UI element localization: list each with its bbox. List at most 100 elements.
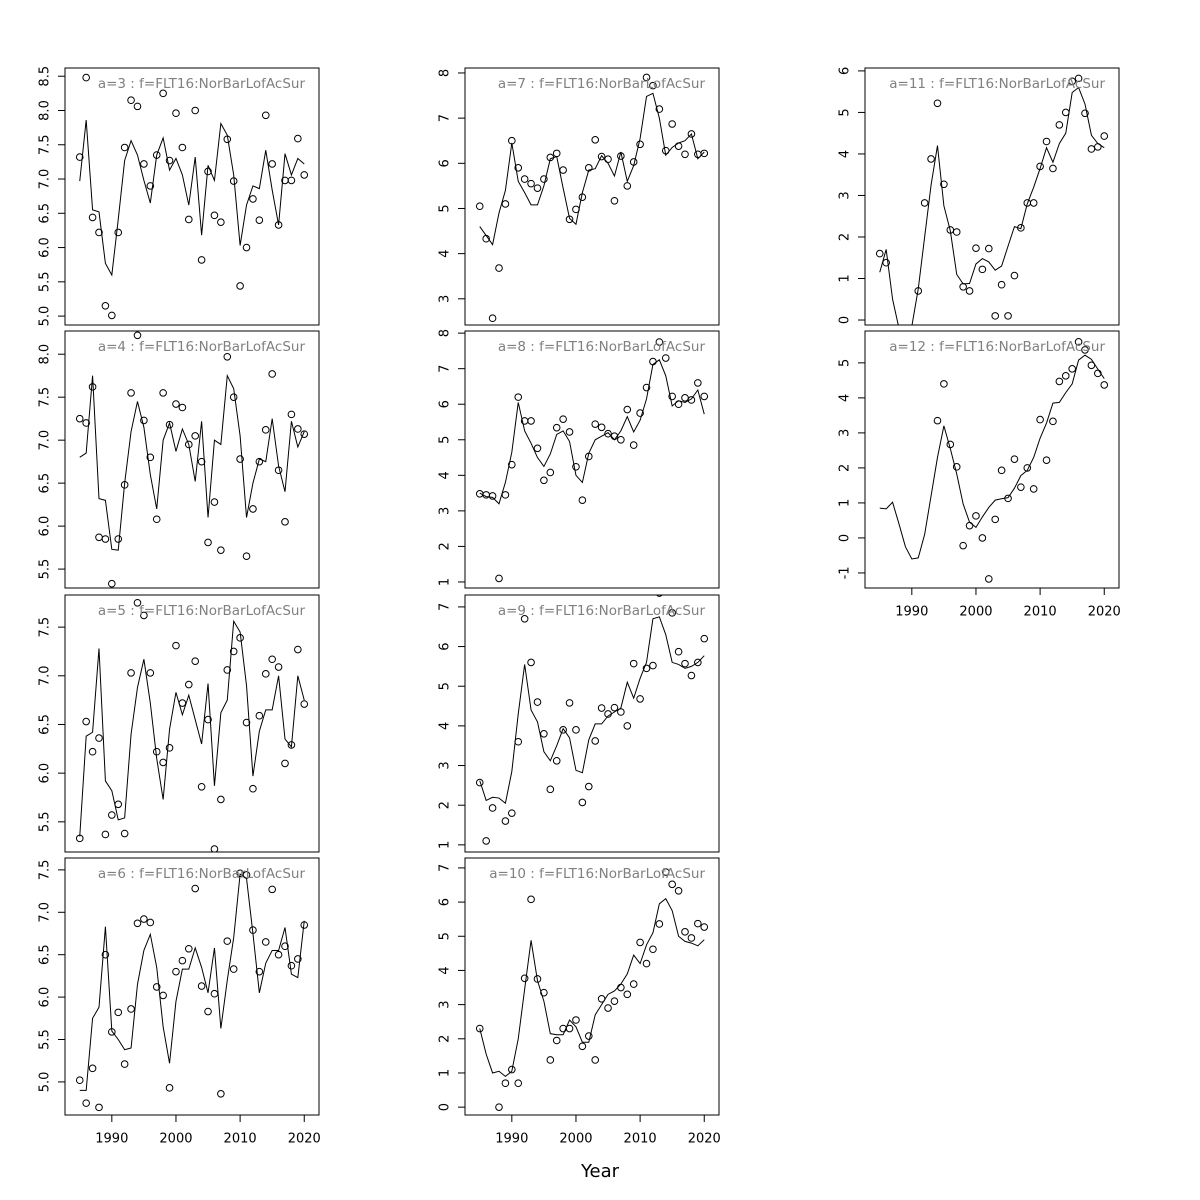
data-point: [229, 965, 238, 973]
data-point: [501, 1079, 510, 1088]
y-tick-label: 5: [438, 932, 453, 940]
x-tick-label: 2010: [1024, 605, 1057, 620]
y-tick-label: 5: [438, 436, 453, 444]
y-tick-label: 8: [438, 69, 453, 77]
y-tick-label: 5.5: [38, 559, 53, 580]
data-point: [488, 314, 497, 323]
data-point: [629, 659, 638, 668]
data-point: [965, 287, 974, 295]
data-point: [236, 455, 244, 463]
fitted-line: [479, 616, 705, 805]
data-point: [294, 955, 302, 963]
data-point: [475, 202, 484, 211]
data-point: [661, 868, 670, 876]
data-point: [597, 152, 606, 161]
y-tick-label: 6.5: [38, 714, 53, 735]
x-tick-label: 2020: [288, 1132, 321, 1147]
data-point: [527, 658, 535, 667]
data-point: [984, 575, 993, 583]
data-point: [178, 403, 187, 412]
data-point: [133, 102, 142, 111]
data-point: [655, 338, 664, 346]
data-point: [140, 611, 148, 620]
data-point: [694, 919, 702, 928]
x-tick-label: 1990: [895, 605, 928, 620]
data-point: [127, 96, 135, 105]
data-point: [204, 715, 212, 724]
data-point: [1100, 132, 1109, 140]
plot-area: [475, 595, 709, 845]
data-point: [287, 176, 296, 185]
y-tick-label: 8.0: [38, 344, 53, 365]
data-point: [1061, 372, 1070, 380]
data-point: [217, 1089, 225, 1098]
data-point: [991, 312, 1000, 320]
data-point: [508, 460, 516, 469]
data-point: [1055, 121, 1064, 129]
x-tick-label: 2000: [959, 605, 992, 620]
data-point: [197, 982, 206, 990]
y-tick-label: 7.5: [38, 617, 53, 638]
fitted-line: [479, 897, 705, 1078]
data-point: [933, 416, 942, 425]
panel-title: a=6 : f=FLT16:NorBarLofAcSur: [98, 866, 306, 882]
data-point: [1055, 377, 1064, 386]
y-tick-label: 8.0: [38, 100, 53, 121]
data-point: [294, 425, 302, 433]
plot-area: [75, 869, 309, 1112]
x-axis-label: Year: [580, 1161, 620, 1182]
panel-title: a=10 : f=FLT16:NorBarLofAcSur: [489, 866, 705, 882]
fitted-line: [79, 619, 305, 837]
y-tick-label: 8: [438, 329, 453, 337]
data-point: [1049, 164, 1057, 173]
y-tick-label: 2: [838, 464, 853, 472]
data-point: [82, 73, 90, 82]
data-point: [591, 1056, 600, 1064]
data-point: [217, 546, 225, 554]
data-point: [75, 1076, 84, 1085]
data-point: [559, 415, 567, 423]
y-tick-label: 3: [838, 191, 853, 199]
data-point: [120, 829, 129, 838]
data-point: [108, 311, 116, 320]
y-tick-label: 0: [838, 534, 853, 542]
panel: 5.0 5.5 6.0 6.5 7.0 7.5 8.0 8.5 a=3 : f=FLT16:No…: [38, 66, 320, 326]
data-point: [165, 744, 174, 752]
data-point: [636, 409, 644, 417]
y-tick-label: 2: [838, 233, 853, 241]
data-point: [274, 950, 283, 959]
data-point: [242, 243, 251, 252]
data-point: [655, 920, 664, 928]
data-point: [488, 492, 497, 500]
data-point: [300, 430, 309, 438]
y-tick-label: 1: [438, 841, 453, 849]
data-point: [655, 105, 664, 113]
data-point: [217, 795, 225, 804]
data-point: [172, 641, 180, 650]
data-point: [649, 661, 657, 670]
x-tick-label: 2020: [688, 1132, 721, 1147]
panel-title: a=5 : f=FLT16:NorBarLofAcSur: [98, 603, 306, 619]
y-tick-label: 4: [438, 471, 453, 479]
data-point: [565, 699, 574, 707]
data-point: [649, 945, 657, 954]
data-point: [700, 392, 709, 401]
fitted-line: [879, 86, 1105, 325]
data-point: [591, 420, 600, 428]
data-point: [114, 1008, 123, 1017]
data-point: [261, 670, 270, 678]
data-point: [242, 718, 251, 727]
plot-frame: [464, 594, 720, 853]
data-point: [184, 215, 193, 224]
x-tick-label: 2010: [624, 1132, 657, 1147]
data-point: [1010, 271, 1019, 280]
data-point: [597, 704, 606, 712]
data-point: [495, 574, 503, 583]
plot-area: [475, 338, 709, 583]
data-point: [287, 410, 296, 419]
y-tick-label: 3: [438, 1000, 453, 1008]
data-point: [294, 645, 302, 654]
data-point: [591, 136, 600, 144]
data-point: [191, 432, 200, 440]
data-point: [674, 647, 683, 656]
